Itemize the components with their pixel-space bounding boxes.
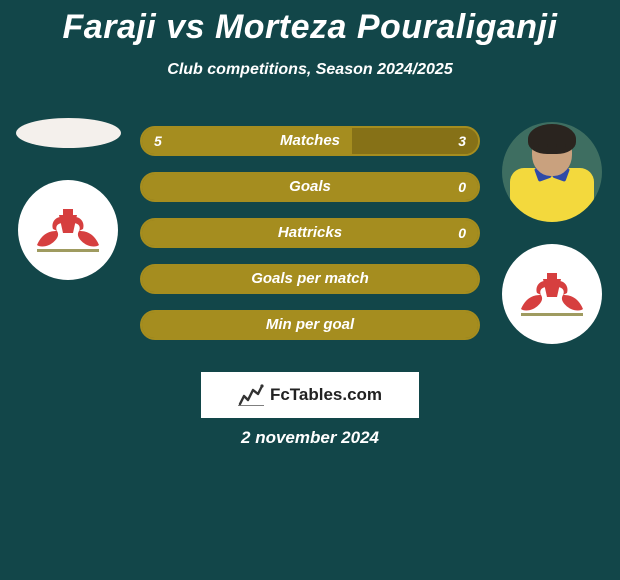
stat-row: Hattricks0 xyxy=(140,218,480,248)
stat-label: Goals per match xyxy=(142,266,478,292)
stat-label: Goals xyxy=(142,174,478,200)
comparison-card: Faraji vs Morteza Pouraliganji Club comp… xyxy=(0,0,620,580)
stat-label: Min per goal xyxy=(142,312,478,338)
player2-hair xyxy=(528,124,576,154)
club-logo-icon xyxy=(517,259,587,329)
stats-panel: Matches53Goals0Hattricks0Goals per match… xyxy=(140,126,480,340)
source-badge: FcTables.com xyxy=(201,372,419,418)
player1-club-logo xyxy=(18,180,118,280)
source-badge-text: FcTables.com xyxy=(270,385,382,405)
page-title: Faraji vs Morteza Pouraliganji xyxy=(0,8,620,47)
left-player-column xyxy=(8,118,128,280)
stat-row: Min per goal xyxy=(140,310,480,340)
player2-club-logo xyxy=(502,244,602,344)
stat-label: Hattricks xyxy=(142,220,478,246)
stat-label: Matches xyxy=(142,128,478,154)
player1-avatar-placeholder xyxy=(16,118,121,148)
stat-row: Goals per match xyxy=(140,264,480,294)
subtitle: Club competitions, Season 2024/2025 xyxy=(0,61,620,79)
player2-avatar xyxy=(502,122,602,222)
player2-brow xyxy=(556,144,566,147)
stat-left-value: 5 xyxy=(154,128,162,154)
stat-right-value: 0 xyxy=(458,174,466,200)
club-logo-icon xyxy=(33,195,103,265)
fctables-icon xyxy=(238,384,264,406)
stat-right-value: 3 xyxy=(458,128,466,154)
comparison-date: 2 november 2024 xyxy=(0,428,620,448)
stat-row: Goals0 xyxy=(140,172,480,202)
player2-brow xyxy=(538,144,548,147)
stat-right-value: 0 xyxy=(458,220,466,246)
right-player-column xyxy=(492,122,612,344)
stat-row: Matches5 3 xyxy=(140,126,480,156)
